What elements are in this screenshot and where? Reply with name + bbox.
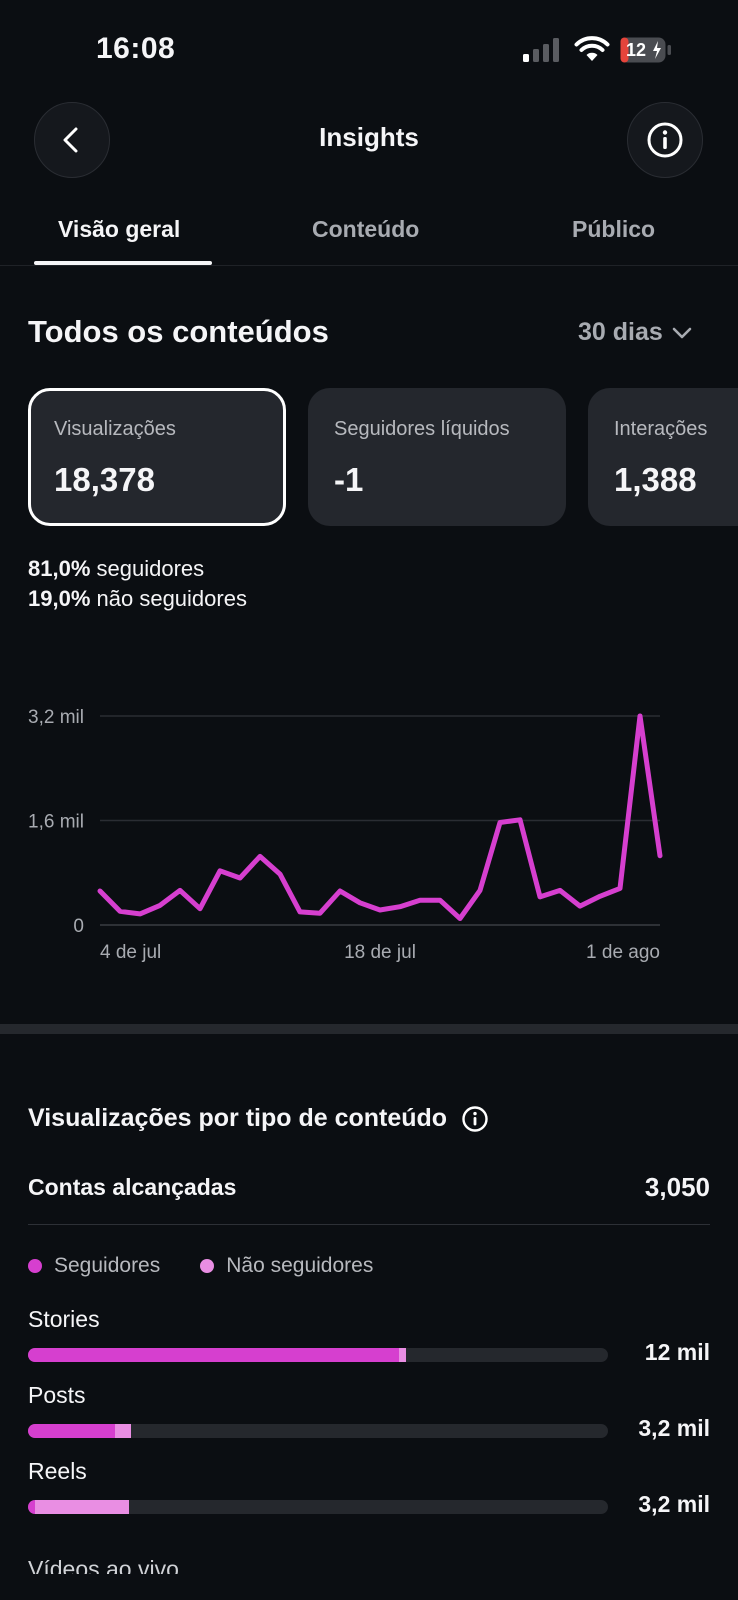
split-label: seguidores xyxy=(96,556,205,581)
split-followers: 81,0% seguidores xyxy=(28,554,247,584)
metric-cards: Visualizações 18,378 Seguidores líquidos… xyxy=(28,388,738,528)
views-line-chart: 0 1,6 mil 3,2 mil 4 de jul 18 de jul 1 de ago xyxy=(28,707,663,963)
metric-card-views[interactable]: Visualizações 18,378 xyxy=(28,388,286,526)
cellular-signal-icon xyxy=(523,38,559,62)
info-icon xyxy=(647,122,683,158)
legend-dot xyxy=(28,1259,42,1273)
legend-item-followers: Seguidores xyxy=(28,1254,160,1278)
accounts-reached-label: Contas alcançadas xyxy=(28,1174,237,1200)
metric-value: 1,388 xyxy=(614,461,697,498)
battery-indicator: 12 xyxy=(620,37,672,63)
date-range-dropdown[interactable]: 30 dias xyxy=(578,318,693,347)
bar-row-live-videos[interactable]: Vídeos ao vivo xyxy=(28,1534,710,1574)
metric-card-net-followers[interactable]: Seguidores líquidos -1 xyxy=(308,388,566,526)
bar-segment-non-followers xyxy=(399,1348,407,1362)
breakdown-title: Visualizações por tipo de conteúdo xyxy=(28,1104,489,1133)
bar-track xyxy=(28,1424,608,1438)
legend: Seguidores Não seguidores xyxy=(28,1254,373,1278)
accounts-reached-value: 3,050 xyxy=(644,1172,710,1202)
legend-label: Não seguidores xyxy=(226,1254,374,1277)
metric-label: Seguidores líquidos xyxy=(334,418,510,440)
metric-label: Interações xyxy=(614,418,708,440)
back-button[interactable] xyxy=(34,102,110,178)
page-title: Insights xyxy=(319,122,419,152)
legend-label: Seguidores xyxy=(54,1254,161,1277)
y-tick-label: 1,6 mil xyxy=(28,812,84,833)
chevron-left-icon xyxy=(63,127,78,153)
bar-segment-followers xyxy=(28,1348,400,1362)
breakdown-title-text: Visualizações por tipo de conteúdo xyxy=(28,1104,448,1132)
y-tick-label: 0 xyxy=(73,916,84,937)
active-tab-indicator xyxy=(34,261,212,265)
battery-level: 12 xyxy=(626,40,646,60)
tab-content[interactable]: Conteúdo xyxy=(312,216,420,242)
bar-row-posts[interactable]: Posts 3,2 mil xyxy=(28,1382,710,1458)
bar-label: Stories xyxy=(28,1306,100,1332)
bar-value: 12 mil xyxy=(644,1339,710,1365)
bar-value: 3,2 mil xyxy=(638,1491,710,1517)
bar-track xyxy=(28,1500,608,1514)
bar-segment-non-followers xyxy=(34,1500,130,1514)
wifi-icon xyxy=(574,36,610,61)
chevron-down-icon xyxy=(672,327,692,338)
bar-row-stories[interactable]: Stories 12 mil xyxy=(28,1306,710,1382)
x-tick-label: 18 de jul xyxy=(344,942,416,963)
legend-dot xyxy=(200,1259,215,1273)
split-percentage: 81,0% xyxy=(28,556,91,581)
split-non-followers: 19,0% não seguidores xyxy=(28,584,247,614)
bar-row-reels[interactable]: Reels 3,2 mil xyxy=(28,1458,710,1534)
y-tick-label: 3,2 mil xyxy=(28,707,84,728)
bar-segment-non-followers xyxy=(115,1424,131,1438)
bar-segment-followers xyxy=(28,1500,35,1514)
x-tick-label: 4 de jul xyxy=(100,942,161,963)
split-percentage: 19,0% xyxy=(28,586,91,611)
split-label: não seguidores xyxy=(96,586,247,611)
content-type-bars: Stories 12 mil Posts 3,2 mil Reels 3,2 m… xyxy=(28,1306,710,1574)
divider xyxy=(28,1224,710,1225)
tab-overview[interactable]: Visão geral xyxy=(58,216,181,242)
legend-item-non-followers: Não seguidores xyxy=(200,1254,373,1278)
metric-card-interactions[interactable]: Interações 1,388 xyxy=(588,388,738,526)
header: Insights xyxy=(0,100,738,180)
metric-label: Visualizações xyxy=(54,418,176,440)
date-range-label: 30 dias xyxy=(578,318,663,346)
follower-split: 81,0% seguidores 19,0% não seguidores xyxy=(28,554,247,614)
metric-value: -1 xyxy=(334,461,364,498)
tab-bar: Visão geral Conteúdo Público xyxy=(0,200,738,266)
info-button[interactable] xyxy=(627,102,703,178)
bar-value: 3,2 mil xyxy=(638,1415,710,1441)
bar-segment-followers xyxy=(28,1424,115,1438)
bar-label: Reels xyxy=(28,1458,87,1484)
tab-audience[interactable]: Público xyxy=(572,216,656,242)
status-bar: 16:08 12 xyxy=(0,0,738,90)
bar-track xyxy=(28,1348,608,1362)
battery-icon: 12 xyxy=(620,37,671,63)
bar-label: Posts xyxy=(28,1382,86,1408)
views-series-line xyxy=(97,713,663,921)
section-divider xyxy=(0,1024,738,1034)
status-time: 16:08 xyxy=(96,32,176,65)
bar-label: Vídeos ao vivo xyxy=(28,1556,179,1574)
metric-value: 18,378 xyxy=(54,461,155,498)
x-tick-label: 1 de ago xyxy=(586,942,660,963)
info-icon[interactable] xyxy=(461,1105,489,1133)
section-title: Todos os conteúdos xyxy=(28,314,329,349)
